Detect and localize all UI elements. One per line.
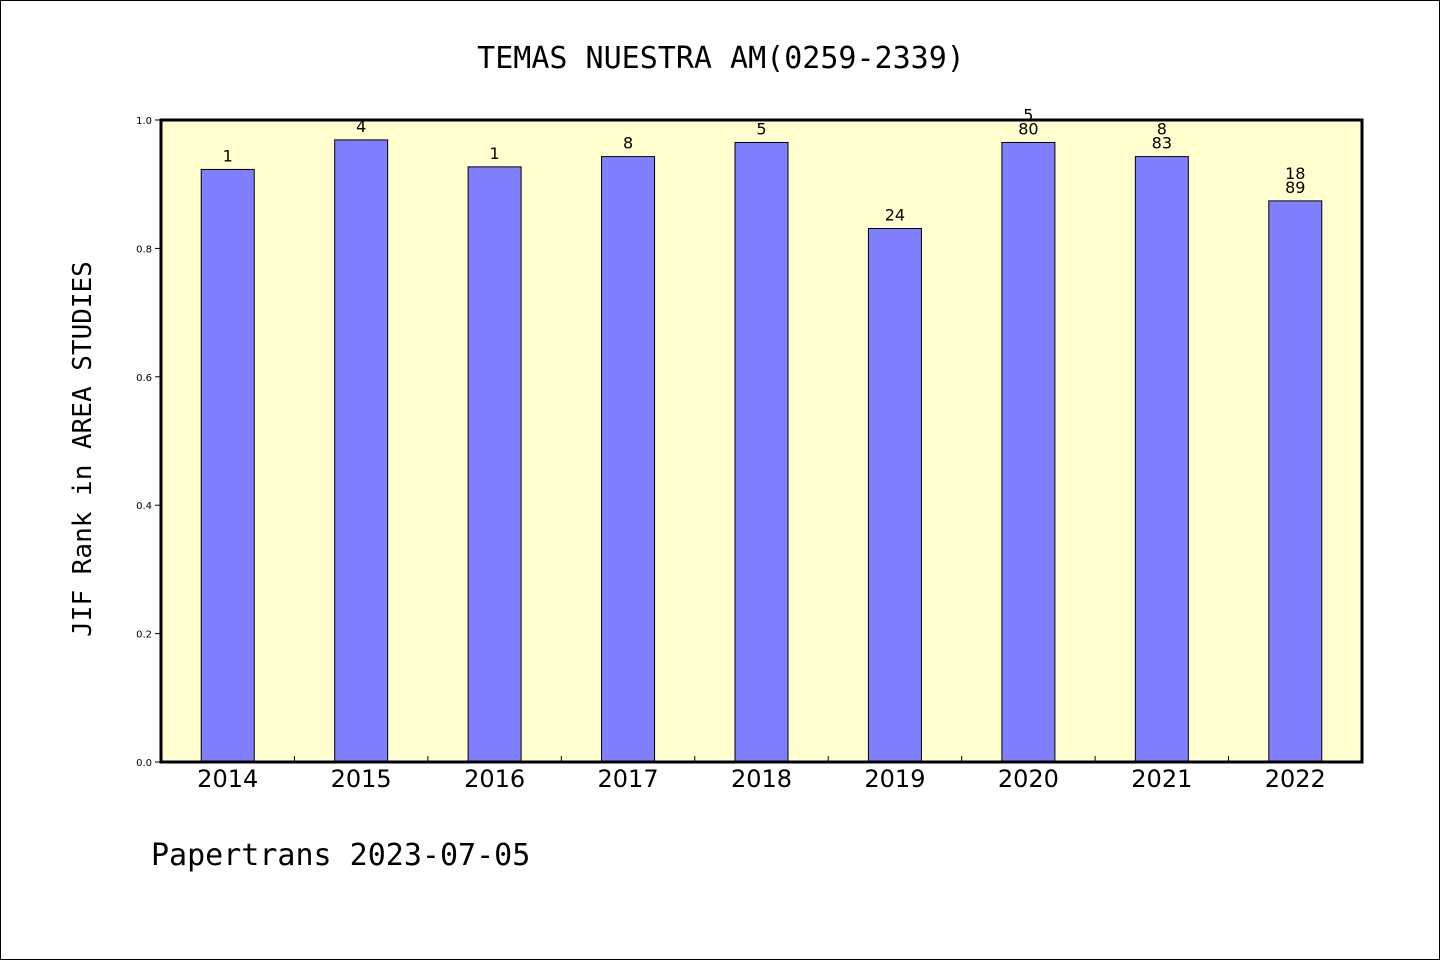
bars-group (200, 139, 1323, 763)
bar-2019 (867, 227, 922, 763)
bar-value-label: 8 (623, 134, 633, 153)
footer-credit: Papertrans 2023-07-05 (151, 838, 530, 873)
x-tick-label: 2020 (998, 765, 1059, 793)
bar-value-label: 5 (1023, 105, 1033, 124)
bar-2016 (467, 166, 522, 763)
bar-2022 (1268, 200, 1323, 763)
bar-value-label: 4 (356, 117, 366, 136)
x-tick-label: 2019 (864, 765, 925, 793)
x-tick-label: 2021 (1131, 765, 1192, 793)
bar-2015 (334, 139, 389, 763)
x-tick-label: 2022 (1265, 765, 1326, 793)
bar-value-label: 8 (1157, 120, 1167, 139)
y-tick-label: 0.8 (136, 244, 152, 255)
x-tick-label: 2018 (731, 765, 792, 793)
bar-value-label: 5 (756, 119, 766, 138)
y-tick-label: 0.6 (136, 373, 152, 384)
bar-value-label: 89 (1285, 178, 1305, 197)
y-axis: 0.0 0.2 0.4 0.6 0.8 1.0 (136, 116, 161, 769)
x-tick-label: 2017 (598, 765, 659, 793)
y-tick-label: 0.0 (136, 758, 152, 769)
x-tick-label: 2014 (197, 765, 258, 793)
bar-value-label: 1 (223, 146, 233, 165)
y-tick-label: 0.4 (136, 501, 152, 512)
bar-2020 (1001, 141, 1056, 763)
y-axis-title: JIF Rank in AREA STUDIES (68, 261, 98, 637)
bar-value-label: 83 (1152, 134, 1172, 153)
bar-value-label: 1 (490, 144, 500, 163)
bar-value-label: 24 (885, 205, 905, 224)
bar-value-label: 80 (1018, 119, 1038, 138)
y-tick-label: 1.0 (136, 116, 152, 127)
bar-value-label: 18 (1285, 164, 1305, 183)
x-tick-label: 2015 (331, 765, 392, 793)
x-tick-label: 2016 (464, 765, 525, 793)
bar-2021 (1134, 156, 1189, 763)
bar-2014 (200, 168, 255, 763)
bar-2018 (734, 141, 789, 763)
chart-title: TEMAS NUESTRA AM(0259-2339) (477, 41, 965, 76)
plot-border (159, 118, 1364, 764)
y-tick-label: 0.2 (136, 630, 152, 641)
x-axis: 2014 2015 2016 2017 2018 2019 2020 2021 2022 (197, 756, 1326, 793)
bar-2017 (601, 156, 656, 763)
